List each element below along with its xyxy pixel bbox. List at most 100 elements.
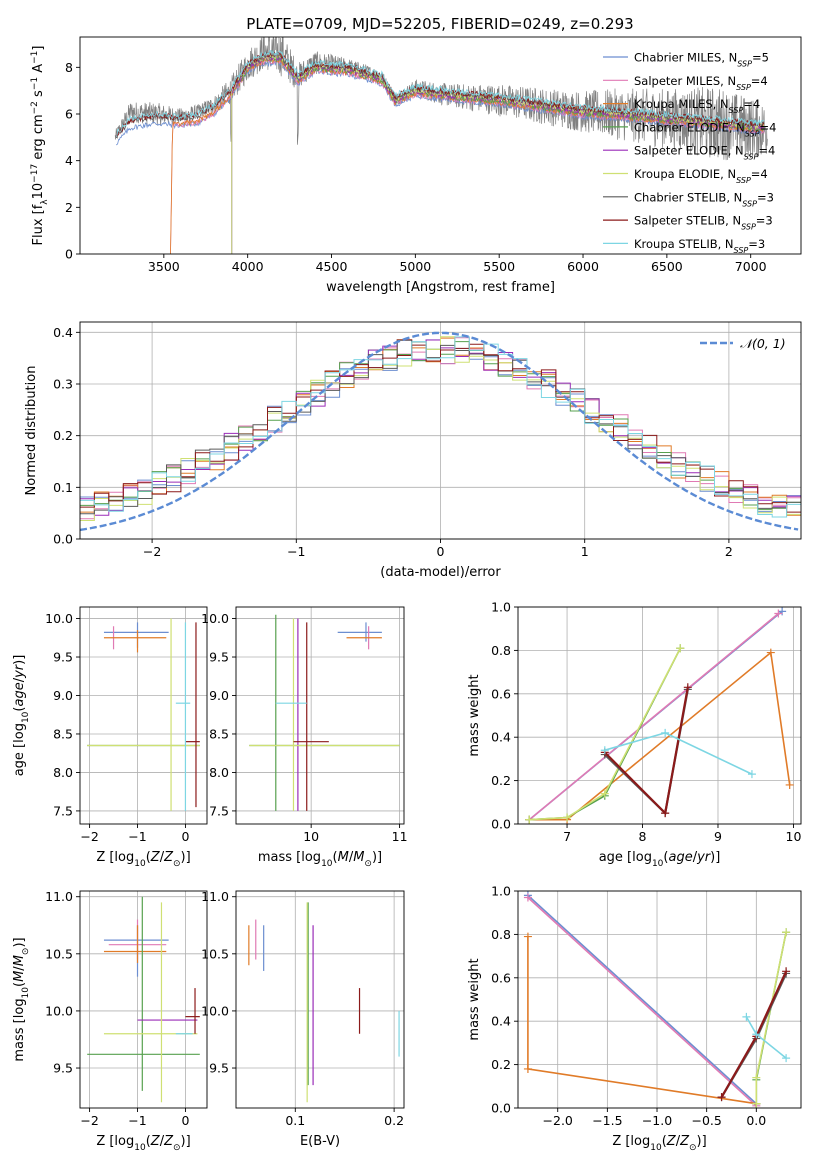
axes-frame — [79, 890, 208, 1109]
x-tick-label: 0 — [437, 544, 445, 559]
mass-weight-marker — [661, 809, 670, 818]
y-tick-label: 10.5 — [201, 946, 229, 961]
mass-weight-marker — [747, 770, 756, 779]
y-tick-label: 0.6 — [491, 970, 511, 985]
plot-area — [523, 891, 791, 1108]
mass-weight-marker — [782, 967, 791, 976]
axes-frame — [517, 606, 802, 825]
x-tick-label: 11 — [392, 829, 408, 844]
y-tick-label: 0.8 — [491, 643, 511, 658]
errorbar-point — [293, 622, 329, 811]
axes-frame — [517, 890, 802, 1109]
y-tick-label: 9.5 — [53, 650, 73, 665]
legend-label: Chabrier MILES, NSSP=5 — [634, 51, 769, 69]
x-tick-label: 5000 — [399, 259, 431, 274]
x-tick-label: 0.1 — [285, 1113, 305, 1128]
x-axis-label: mass [log10(M/M⊙)] — [258, 850, 382, 869]
mass-weight-line — [527, 894, 757, 1105]
x-tick-label: −1 — [128, 829, 146, 844]
y-tick-label: 0.4 — [491, 1014, 511, 1029]
plot-area — [80, 331, 801, 532]
x-tick-label: 0.0 — [746, 1113, 766, 1128]
axes-frame — [235, 890, 405, 1109]
residual-histogram-step — [80, 343, 801, 513]
errorbar-point — [87, 618, 200, 811]
x-tick-label: 2 — [725, 544, 733, 559]
x-tick-label: 1 — [581, 544, 589, 559]
mass-weight-marker — [600, 746, 609, 755]
x-tick-label: −2 — [143, 544, 161, 559]
x-tick-label: 5500 — [483, 259, 515, 274]
mass-weight-marker — [742, 1012, 751, 1021]
mass-weight-marker — [752, 1073, 761, 1082]
y-tick-label: 8 — [65, 60, 73, 75]
plot-area — [249, 614, 400, 811]
age-vs-metallicity-panel: −2 −1 0 7.5 8.0 8.5 9.0 9.5 10.0 Z [log10(Z/Z⊙)] a… — [12, 606, 208, 869]
y-tick-label: 8.5 — [53, 726, 73, 741]
y-tick-label: 10.0 — [201, 1003, 229, 1018]
y-tick-label: 6 — [65, 107, 73, 122]
mass-weight-marker — [525, 815, 534, 824]
errorbar-point — [87, 896, 200, 1091]
mass-weight-marker — [661, 728, 670, 737]
x-axis-label: age [log10(age/yr)] — [599, 850, 721, 869]
x-tick-label: 0 — [181, 1113, 189, 1128]
x-axis-label: wavelength [Angstrom, rest frame] — [326, 280, 555, 295]
x-axis-label: (data-model)/error — [380, 565, 501, 580]
y-tick-label: 8.0 — [53, 765, 73, 780]
errorbar-point — [175, 622, 191, 811]
x-tick-label: −1.5 — [592, 1113, 622, 1128]
plot-area — [114, 37, 768, 254]
x-tick-label: 6000 — [567, 259, 599, 274]
errorbar-point — [103, 925, 167, 963]
y-tick-label: 10.0 — [45, 1003, 73, 1018]
y-tick-label: 8.5 — [209, 726, 229, 741]
errorbar-point — [249, 618, 400, 811]
y-axis-label: Normed distribution — [24, 366, 39, 496]
x-tick-label: 7 — [563, 829, 571, 844]
legend-label: Salpeter STELIB, NSSP=3 — [634, 214, 773, 232]
x-tick-label: 10 — [786, 829, 802, 844]
residual-histogram-step — [80, 336, 801, 518]
y-axis-label: age [log10(age/yr)] — [12, 655, 31, 777]
gaussian-reference-curve — [80, 331, 799, 532]
x-tick-label: 7000 — [735, 259, 767, 274]
x-axis-label: Z [log10(Z/Z⊙)] — [612, 1134, 706, 1153]
y-tick-label: 11.0 — [201, 889, 229, 904]
axes-frame — [235, 606, 405, 825]
y-tick-label: 1.0 — [491, 600, 511, 615]
spectrum-model-line — [115, 50, 765, 137]
errorbar-point — [337, 622, 382, 642]
errorbar-point — [185, 622, 200, 808]
y-tick-label: 0.4 — [491, 730, 511, 745]
errorbar-point — [103, 630, 167, 653]
x-tick-label: 6500 — [651, 259, 683, 274]
legend-label: Salpeter MILES, NSSP=4 — [634, 74, 768, 92]
mass-weight-marker — [752, 1030, 761, 1039]
plot-area — [248, 902, 400, 1103]
mass-weight-line — [527, 896, 757, 1107]
y-tick-label: 0.2 — [491, 773, 511, 788]
legend-label: Kroupa ELODIE, NSSP=4 — [634, 167, 768, 185]
y-tick-label: 10.0 — [45, 611, 73, 626]
x-tick-label: 4500 — [316, 259, 348, 274]
y-tick-label: 0.3 — [53, 377, 73, 392]
y-tick-label: 0.2 — [53, 428, 73, 443]
residual-histogram-step — [80, 336, 801, 521]
y-tick-label: 10.5 — [45, 946, 73, 961]
x-tick-label: 4000 — [232, 259, 264, 274]
mass-weight-marker — [782, 928, 791, 937]
y-axis-label: mass [log10(M/M⊙)] — [12, 937, 31, 1061]
plot-area — [87, 618, 200, 811]
spectrum-panel: 3500 4000 4500 5000 5500 6000 6500 7000 0 2 4 6 8 wav… — [30, 36, 802, 295]
residual-histogram-panel: −2 −1 0 1 2 0.0 0.1 0.2 0.3 0.4 (data-model)/error… — [24, 321, 802, 580]
x-tick-label: 3500 — [148, 259, 180, 274]
y-tick-label: 9.5 — [209, 1061, 229, 1076]
mass-weight-marker — [766, 648, 775, 657]
mass-weight-line — [528, 612, 779, 821]
y-tick-label: 7.5 — [53, 803, 73, 818]
errorbar-point — [185, 988, 200, 1034]
figure-title: PLATE=0709, MJD=52205, FIBERID=0249, z=0… — [246, 15, 633, 33]
mass-weight-marker — [523, 893, 532, 902]
